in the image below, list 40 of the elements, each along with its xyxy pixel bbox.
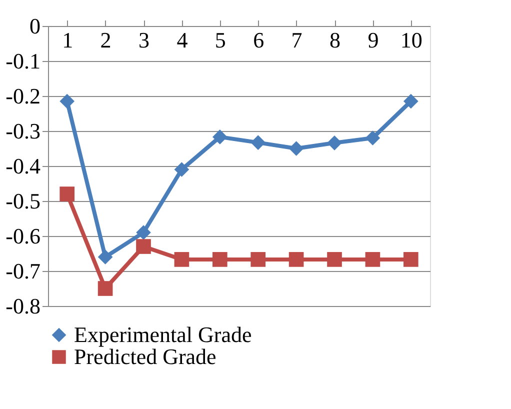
- point: [288, 141, 304, 156]
- point: [365, 130, 380, 146]
- point: [365, 252, 380, 267]
- y-tick-label: -0.4: [6, 154, 40, 178]
- point: [212, 252, 228, 267]
- point: [174, 162, 190, 177]
- point: [174, 252, 190, 267]
- y-tick-label: -0.1: [6, 48, 40, 74]
- y-tick-label: -0.2: [6, 84, 40, 108]
- y-tick-label: -0.3: [6, 118, 40, 144]
- point: [60, 94, 75, 109]
- y-tick-label: -0.6: [6, 224, 40, 248]
- point: [288, 252, 304, 267]
- legend-label: Experimental Grade: [74, 322, 252, 347]
- x-tick-label: 7: [291, 28, 302, 52]
- point: [250, 135, 266, 150]
- x-tick-label: 1: [62, 28, 74, 52]
- y-tick-label: -0.5: [6, 188, 40, 214]
- point: [327, 135, 342, 150]
- x-tick-label: 10: [400, 28, 422, 52]
- point: [98, 250, 113, 264]
- y-tick-label: 0: [30, 14, 40, 38]
- point: [136, 239, 151, 254]
- x-tick-label: 5: [214, 28, 226, 52]
- point: [403, 94, 418, 109]
- point: [250, 252, 266, 267]
- point: [136, 225, 151, 240]
- x-tick-label: 3: [138, 28, 150, 52]
- x-tick-label: 6: [253, 28, 264, 52]
- x-tick-label: 8: [330, 28, 340, 52]
- point: [60, 186, 75, 202]
- x-tick-label: 4: [176, 28, 188, 52]
- x-tick-label: 2: [100, 28, 112, 52]
- x-tick-label: 9: [368, 28, 379, 52]
- point: [403, 252, 418, 267]
- y-tick-label: -0.8: [6, 294, 40, 318]
- point: [327, 252, 342, 267]
- point: [98, 281, 113, 296]
- y-tick-label: -0.7: [6, 258, 40, 284]
- point: [212, 130, 228, 144]
